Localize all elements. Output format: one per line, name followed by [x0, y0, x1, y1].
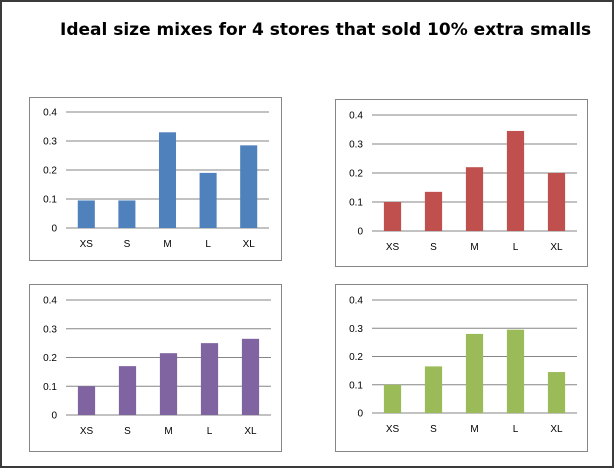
y-tick-label: 0.3 [43, 324, 57, 335]
x-tick-label: L [205, 239, 211, 250]
x-tick-label: L [513, 424, 519, 435]
y-tick-label: 0.4 [349, 296, 363, 307]
bar-m [465, 167, 484, 231]
y-tick-label: 0.3 [349, 324, 363, 335]
x-tick-label: XS [80, 426, 94, 437]
bar-l [506, 329, 525, 413]
figure-title: Ideal size mixes for 4 stores that sold … [60, 20, 592, 40]
x-tick-label: XS [386, 242, 400, 253]
bar-xs [77, 386, 96, 415]
y-tick-label: 0.4 [43, 296, 57, 307]
bar-l [199, 172, 217, 228]
chart-svg: 0 0.1 0.2 0.3 0.4 XS S M L XL [43, 296, 271, 437]
x-tick-label: S [124, 239, 131, 250]
chart-store-4: 0 0.1 0.2 0.3 0.4 XS S M L XL [335, 284, 588, 452]
y-tick-label: 0.2 [349, 169, 363, 180]
y-tick-label: 0.2 [43, 353, 57, 364]
y-tick-label: 0.1 [43, 195, 57, 206]
bar-s [424, 191, 443, 231]
bar-xl [240, 145, 258, 228]
x-tick-label: M [470, 424, 478, 435]
x-tick-label: XS [80, 239, 94, 250]
chart-svg: 0 0.1 0.2 0.3 0.4 XS S M L XL [349, 111, 577, 253]
x-tick-label: M [163, 239, 171, 250]
bar-xl [241, 338, 260, 415]
bar-xs [383, 384, 402, 413]
bar-m [159, 353, 178, 415]
bar-l [200, 343, 219, 415]
bar-s [424, 366, 443, 413]
y-tick-label: 0.4 [349, 111, 363, 122]
y-tick-label: 0.2 [349, 352, 363, 363]
y-tick-label: 0 [357, 409, 363, 420]
x-tick-label: XL [550, 424, 563, 435]
chart-svg: 0 0.1 0.2 0.3 0.4 XS S M L XL [43, 108, 269, 250]
chart-store-3: 0 0.1 0.2 0.3 0.4 XS S M L XL [29, 284, 282, 452]
y-tick-label: 0.1 [349, 380, 363, 391]
x-tick-label: S [430, 424, 437, 435]
y-tick-label: 0.3 [349, 140, 363, 151]
x-tick-label: S [430, 242, 437, 253]
bar-xs [383, 202, 402, 231]
y-tick-label: 0 [51, 411, 57, 422]
bar-m [158, 132, 177, 228]
x-tick-label: XL [244, 426, 257, 437]
x-tick-label: S [124, 426, 131, 437]
x-tick-label: XS [386, 424, 400, 435]
bar-m [465, 333, 484, 413]
y-tick-label: 0.1 [349, 198, 363, 209]
bar-xl [547, 372, 566, 413]
y-tick-label: 0.4 [43, 108, 57, 119]
x-tick-label: L [207, 426, 213, 437]
y-tick-label: 0.2 [43, 166, 57, 177]
chart-store-2: 0 0.1 0.2 0.3 0.4 XS S M L XL [335, 99, 588, 267]
chart-store-1: 0 0.1 0.2 0.3 0.4 XS S M L XL [29, 97, 282, 261]
y-tick-label: 0.3 [43, 137, 57, 148]
y-tick-label: 0 [357, 227, 363, 238]
x-tick-label: XL [550, 242, 563, 253]
x-tick-label: XL [243, 239, 256, 250]
bar-xl [547, 173, 566, 231]
bar-l [506, 130, 525, 231]
x-tick-label: M [470, 242, 478, 253]
bar-s [118, 366, 137, 415]
chart-svg: 0 0.1 0.2 0.3 0.4 XS S M L XL [349, 296, 577, 435]
x-tick-label: M [164, 426, 172, 437]
y-tick-label: 0 [51, 224, 57, 235]
y-tick-label: 0.1 [43, 382, 57, 393]
x-tick-label: L [513, 242, 519, 253]
bar-xs [77, 200, 95, 228]
bar-s [118, 200, 136, 228]
